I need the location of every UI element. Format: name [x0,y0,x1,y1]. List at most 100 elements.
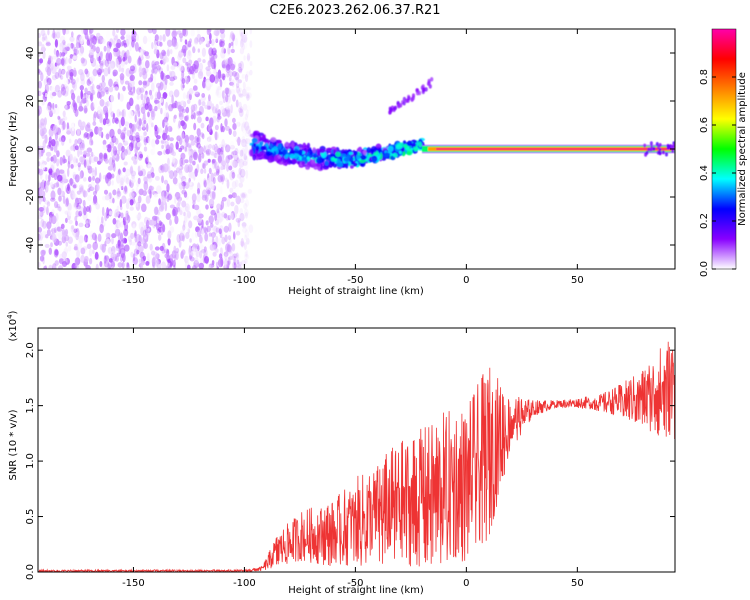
heatmap-cell [268,151,274,156]
heatmap-cell [244,137,248,147]
heatmap-cell [85,124,91,132]
heatmap-cell [158,210,162,216]
heatmap-cell [56,57,62,66]
heatmap-cell [167,165,171,174]
heatmap-cell [196,128,201,137]
heatmap-cell [215,168,220,176]
heatmap-cell [38,80,42,89]
heatmap-cell [120,177,124,186]
heatmap-cell [160,70,164,80]
heatmap-cell [132,135,137,142]
heatmap-cell [213,60,217,70]
heatmap-cell [138,118,142,126]
heatmap-cell [152,146,156,154]
heatmap-cell [163,179,168,185]
heatmap-cell [99,223,104,234]
heatmap-cell [325,156,329,160]
heatmap-cell [239,198,245,204]
heatmap-cell [119,221,125,228]
heatmap-cell [160,139,167,144]
heatmap-cell [74,264,79,269]
heatmap-cell [190,251,195,257]
heatmap-cell [54,71,60,80]
heatmap-cell [215,235,219,245]
heatmap-cell [202,163,206,170]
heatmap-cell [219,247,223,253]
heatmap-cell [48,247,52,255]
heatmap-cell [69,71,74,81]
heatmap-cell [231,40,234,49]
heatmap-cell [45,42,51,47]
heatmap-cell [87,236,93,244]
heatmap-cell [65,242,69,247]
heatmap-cell [245,212,251,219]
heatmap-cell [72,99,76,108]
heatmap-cell [242,81,246,90]
heatmap-cell [184,134,189,144]
heatmap-cell [184,146,187,152]
heatmap-cell [109,41,112,48]
heatmap-cell [153,206,159,216]
heatmap-cell [235,257,240,267]
heatmap-cell [139,87,145,93]
heatmap-cell [200,132,204,138]
heatmap-cell [215,86,220,93]
heatmap-cell [234,147,239,156]
heatmap-cell [127,182,133,187]
heatmap-cell [182,224,186,231]
heatmap-cell [90,167,95,173]
heatmap-cell [221,46,225,54]
heatmap-cell [229,256,235,261]
heatmap-cell [240,192,246,198]
heatmap-cell [248,224,254,234]
heatmap-cell [186,211,192,219]
heatmap-cell [189,181,192,186]
heatmap-cell [245,138,251,145]
heatmap-cell [244,229,250,238]
heatmap-cell [148,185,155,191]
heatmap-cell [179,36,183,43]
heatmap-cell [89,128,94,139]
heatmap-cell [101,265,107,269]
heatmap-cell [85,152,91,157]
heatmap-cell [244,251,248,257]
heatmap-cell [103,260,110,268]
heatmap-cell [53,31,57,41]
heatmap-cell [216,266,219,269]
heatmap-cell [106,45,111,54]
heatmap-cell [325,147,332,151]
heatmap-cell [41,44,45,53]
heatmap-cell [410,142,417,147]
heatmap-cell [60,68,66,75]
heatmap-cell [393,105,398,111]
heatmap-cell [95,263,99,269]
heatmap-cell [122,56,126,62]
heatmap-cell [665,152,668,157]
heatmap-cell [75,231,79,241]
heatmap-cell [228,71,234,77]
heatmap-cell [61,52,66,57]
heatmap-cell [242,161,248,166]
heatmap-cell [151,82,155,92]
heatmap-cell [220,106,225,113]
heatmap-cell [235,82,240,89]
heatmap-cell [207,235,213,244]
heatmap-cell [227,256,231,266]
heatmap-cell [210,222,214,228]
heatmap-cell [245,169,249,179]
heatmap-cell [45,180,49,189]
heatmap-cell [224,87,230,95]
heatmap-cell [207,189,210,197]
heatmap-cell [185,231,190,240]
heatmap-cell [217,109,222,117]
heatmap-cell [154,44,158,50]
heatmap-cell [243,242,247,251]
heatmap-cell [210,172,215,182]
heatmap-cell [50,242,53,248]
heatmap-cell [98,82,103,92]
heatmap-cell [77,148,80,158]
heatmap-x-axis-label: Height of straight line (km) [288,286,424,297]
heatmap-cell [98,55,101,64]
heatmap-cell [80,70,83,77]
heatmap-cell [200,168,204,175]
